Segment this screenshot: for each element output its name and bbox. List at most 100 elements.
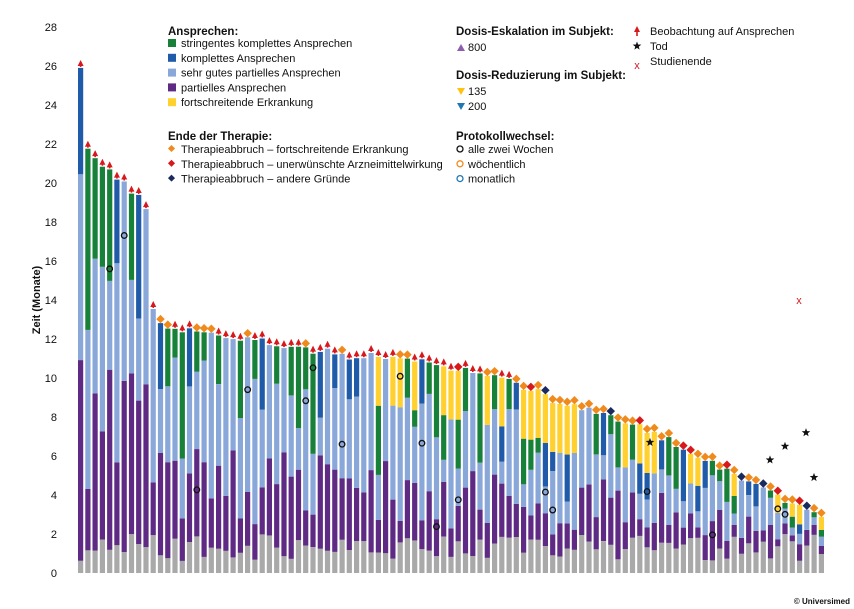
bar-segment xyxy=(608,415,614,435)
bar-segment xyxy=(709,521,715,561)
observation-arrow-stem xyxy=(355,353,358,358)
y-tick-label: 26 xyxy=(45,61,57,73)
bar-segment xyxy=(354,396,360,488)
bar-segment xyxy=(804,545,810,573)
bar-segment xyxy=(615,490,621,560)
end-therapy-marker xyxy=(751,475,761,485)
bar-segment xyxy=(622,522,628,550)
bar-segment xyxy=(208,547,214,573)
bar-segment xyxy=(404,480,410,539)
bar-segment xyxy=(295,428,302,470)
bar-segment xyxy=(775,539,781,547)
bar-segment xyxy=(368,470,374,553)
end-therapy-marker xyxy=(592,405,601,415)
bar-segment xyxy=(746,481,752,496)
bar-segment xyxy=(521,506,527,553)
bar-segment xyxy=(797,524,803,534)
bar-segment xyxy=(121,552,127,573)
bar-segment xyxy=(412,361,418,411)
bar-segment xyxy=(746,516,752,544)
y-tick-label: 8 xyxy=(51,412,57,424)
death-marker xyxy=(645,437,655,446)
bar-segment xyxy=(274,383,280,485)
bar-segment xyxy=(128,279,135,374)
bar-segment xyxy=(288,395,294,477)
bar-segment xyxy=(709,475,715,522)
observation-arrow-stem xyxy=(319,346,322,351)
bar-segment xyxy=(767,497,774,525)
bar-segment xyxy=(412,482,418,541)
bar-segment xyxy=(600,455,607,480)
bar-segment xyxy=(165,462,171,559)
bar-segment xyxy=(194,371,200,449)
bar-segment xyxy=(157,323,164,389)
bar-segment xyxy=(92,158,98,259)
bar-segment xyxy=(557,556,563,573)
bar-segment xyxy=(303,389,309,511)
bar-segment xyxy=(513,537,519,573)
legend-label: 800 xyxy=(468,42,486,54)
observation-arrow-stem xyxy=(283,343,285,348)
bar-segment xyxy=(499,426,505,462)
bar-segment xyxy=(121,380,127,552)
legend-swatch xyxy=(168,68,176,77)
bar-segment xyxy=(673,548,679,573)
protocol-q2w-marker xyxy=(309,364,317,372)
death-marker xyxy=(809,472,819,482)
bar-segment xyxy=(797,504,803,525)
observation-arrow-stem xyxy=(326,343,329,348)
observation-arrow-stem xyxy=(137,189,140,194)
bar-segment xyxy=(811,525,817,535)
legend-end-title: Ende der Therapie: xyxy=(168,131,272,143)
bar-segment xyxy=(121,181,127,381)
end-therapy-marker xyxy=(533,380,543,390)
bar-segment xyxy=(738,480,745,538)
bar-segment xyxy=(492,375,498,410)
bar-segment xyxy=(99,431,105,540)
legend-swatch xyxy=(168,98,176,107)
bar-segment xyxy=(281,452,287,557)
legend-circle-icon xyxy=(456,174,464,183)
bar-segment xyxy=(419,359,425,404)
bar-segment xyxy=(724,558,730,573)
bar-segment xyxy=(506,409,512,496)
bar-segment xyxy=(412,426,418,483)
death-marker xyxy=(780,441,790,450)
bar-segment xyxy=(383,553,389,573)
bar-segment xyxy=(818,536,824,546)
protocol-q2w-marker xyxy=(781,510,789,518)
bar-segment xyxy=(165,386,171,463)
bar-segment xyxy=(157,555,164,573)
bar-segment xyxy=(317,417,323,456)
bar-segment xyxy=(245,337,251,492)
bar-segment xyxy=(702,487,708,536)
bar-segment xyxy=(717,481,723,510)
bar-segment xyxy=(433,519,440,557)
protocol-q2w-marker xyxy=(708,531,716,539)
end-therapy-marker xyxy=(613,413,623,422)
bar-segment xyxy=(542,442,548,487)
bar-segment xyxy=(462,553,469,573)
bar-segment xyxy=(78,174,84,361)
bar-segment xyxy=(746,543,752,573)
bar-segment xyxy=(789,541,795,573)
bar-segment xyxy=(680,449,686,502)
bar-segment xyxy=(397,358,403,408)
study-end-marker: x xyxy=(796,295,802,307)
bar-segment xyxy=(470,373,476,472)
legend-label: monatlich xyxy=(468,174,515,186)
y-tick-label: 0 xyxy=(51,568,57,580)
end-therapy-marker xyxy=(780,494,790,504)
bar-segment xyxy=(99,266,105,432)
bar-segment xyxy=(383,461,389,554)
bar-segment xyxy=(477,373,483,463)
bar-segment xyxy=(564,454,570,502)
legend-label: Studienende xyxy=(650,56,712,68)
end-therapy-marker xyxy=(650,423,659,433)
bar-segment xyxy=(375,405,381,475)
end-therapy-marker xyxy=(795,496,804,506)
legend-label: 135 xyxy=(468,86,486,98)
bar-segment xyxy=(259,534,265,573)
bar-segment xyxy=(695,527,701,538)
bar-segment xyxy=(310,547,316,573)
